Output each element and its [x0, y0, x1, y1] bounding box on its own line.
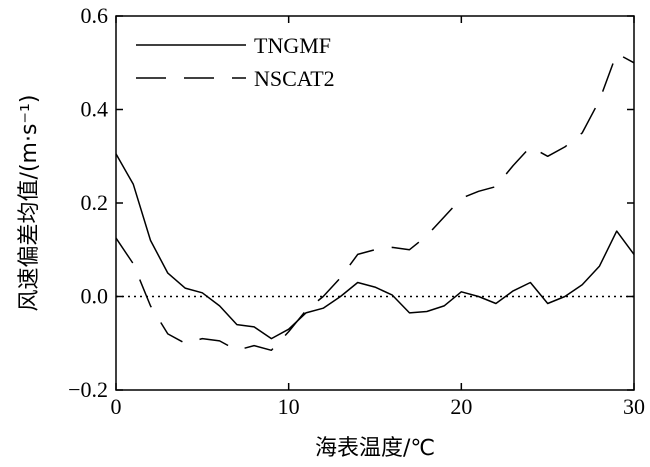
x-tick-label: 20	[450, 394, 472, 419]
series-line-nscat2	[115, 52, 635, 352]
y-tick-label: −0.2	[68, 377, 108, 402]
x-tick-label: 30	[623, 394, 645, 419]
y-tick-label: 0.0	[81, 284, 109, 309]
series-line-tngmf	[115, 153, 635, 340]
y-tick-label: 0.4	[81, 97, 109, 122]
y-tick-label: 0.2	[81, 190, 109, 215]
y-tick-label: 0.6	[81, 3, 109, 28]
x-axis-label: 海表温度/℃	[315, 436, 435, 461]
y-axis-label: 风速偏差均值/(m·s⁻¹)	[17, 95, 42, 312]
plot-frame	[115, 15, 635, 391]
x-tick-label: 0	[111, 394, 122, 419]
legend-label-tngmf: TNGMF	[254, 33, 331, 58]
legend: TNGMF NSCAT2	[136, 33, 335, 91]
y-axis: −0.2 0.0 0.2 0.4 0.6	[68, 3, 634, 402]
series-layer	[115, 52, 635, 352]
x-tick-label: 10	[278, 394, 300, 419]
x-axis: 0 10 20 30	[111, 16, 645, 419]
legend-label-nscat2: NSCAT2	[254, 66, 335, 91]
